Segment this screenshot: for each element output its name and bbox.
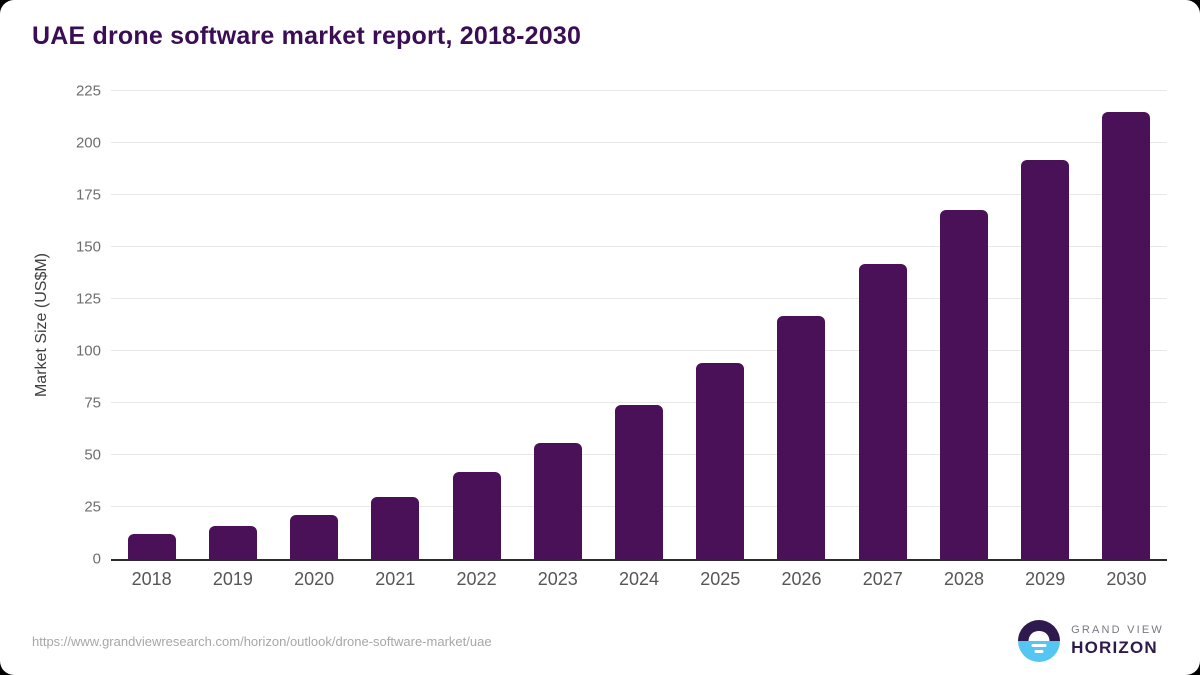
x-tick-label: 2020	[294, 569, 335, 589]
bar-2026[interactable]	[777, 315, 826, 559]
gridline	[111, 246, 1167, 248]
bar-2028[interactable]	[939, 209, 988, 559]
source-url: https://www.grandviewresearch.com/horizo…	[32, 634, 492, 649]
horizon-sun-icon	[1018, 620, 1061, 662]
sun-reflection-bar-2	[1034, 649, 1044, 653]
bar-slot	[1086, 91, 1167, 559]
bar-slot	[273, 91, 354, 559]
bar-slot	[517, 91, 598, 559]
gridline	[111, 194, 1167, 195]
logo-horizon-text: HORIZON	[1071, 638, 1158, 657]
bar-2025[interactable]	[696, 363, 745, 559]
logo-text: GRAND VIEW HORIZON	[1071, 624, 1164, 658]
gridline	[111, 90, 1167, 91]
bar-2021[interactable]	[371, 496, 420, 559]
y-tick-label: 125	[75, 290, 101, 308]
sun-reflection-bar-1	[1031, 643, 1047, 647]
bar-2030[interactable]	[1102, 111, 1151, 559]
y-tick-labels: 0 25 50 75 100 125 150 175 200 225	[0, 83, 101, 568]
bar-2022[interactable]	[452, 471, 501, 559]
bar-slot	[923, 91, 1004, 559]
bar-slot	[598, 91, 679, 559]
bar-slot	[680, 91, 761, 559]
gridline	[111, 142, 1167, 143]
bar-2019[interactable]	[208, 525, 257, 559]
x-tick-label: 2026	[781, 569, 822, 589]
grandview-horizon-logo: GRAND VIEW HORIZON	[1018, 620, 1164, 662]
y-tick-label: 25	[84, 498, 101, 516]
gridline	[111, 402, 1167, 404]
bar-slot	[842, 91, 923, 559]
bar-2024[interactable]	[615, 405, 664, 559]
x-tick-label: 2028	[943, 569, 984, 589]
bar-2020[interactable]	[290, 515, 339, 559]
bar-slot	[192, 91, 273, 559]
y-tick-label: 200	[75, 134, 101, 152]
y-tick-label: 0	[92, 550, 101, 568]
bars	[111, 91, 1167, 559]
bar-2023[interactable]	[533, 442, 582, 559]
bar-2027[interactable]	[858, 263, 907, 559]
bar-slot	[355, 91, 436, 559]
plot-area	[111, 90, 1167, 561]
y-tick-label: 175	[75, 186, 101, 204]
bar-slot	[111, 91, 192, 559]
x-tick-label: 2023	[537, 569, 578, 589]
x-tick-label: 2025	[700, 569, 741, 589]
y-tick-label: 75	[84, 394, 101, 412]
x-tick-label: 2027	[862, 569, 903, 589]
gridline	[111, 298, 1167, 299]
y-tick-label: 225	[75, 82, 101, 100]
x-tick-label: 2030	[1106, 569, 1147, 589]
x-tick-label: 2024	[619, 569, 660, 589]
bar-slot	[1005, 91, 1086, 559]
x-tick-labels: 2018 2019 2020 2021 2022 2023 2024 2025 2026 2027…	[111, 569, 1167, 590]
y-tick-label: 50	[84, 446, 101, 464]
bar-2029[interactable]	[1021, 159, 1070, 559]
bar-2018[interactable]	[127, 534, 176, 559]
x-tick-label: 2019	[212, 569, 253, 589]
x-tick-label: 2021	[375, 569, 416, 589]
sun-dome-shape	[1028, 630, 1050, 641]
x-tick-label: 2022	[456, 569, 497, 589]
chart-title: UAE drone software market report, 2018-2…	[32, 22, 582, 50]
bar-slot	[761, 91, 842, 559]
x-tick-label: 2018	[131, 569, 172, 589]
y-tick-label: 150	[75, 238, 101, 256]
gridline	[111, 350, 1167, 351]
y-tick-label: 100	[75, 342, 101, 360]
x-tick-label: 2029	[1025, 569, 1066, 589]
bar-slot	[436, 91, 517, 559]
logo-grand-view-text: GRAND VIEW	[1071, 624, 1164, 636]
